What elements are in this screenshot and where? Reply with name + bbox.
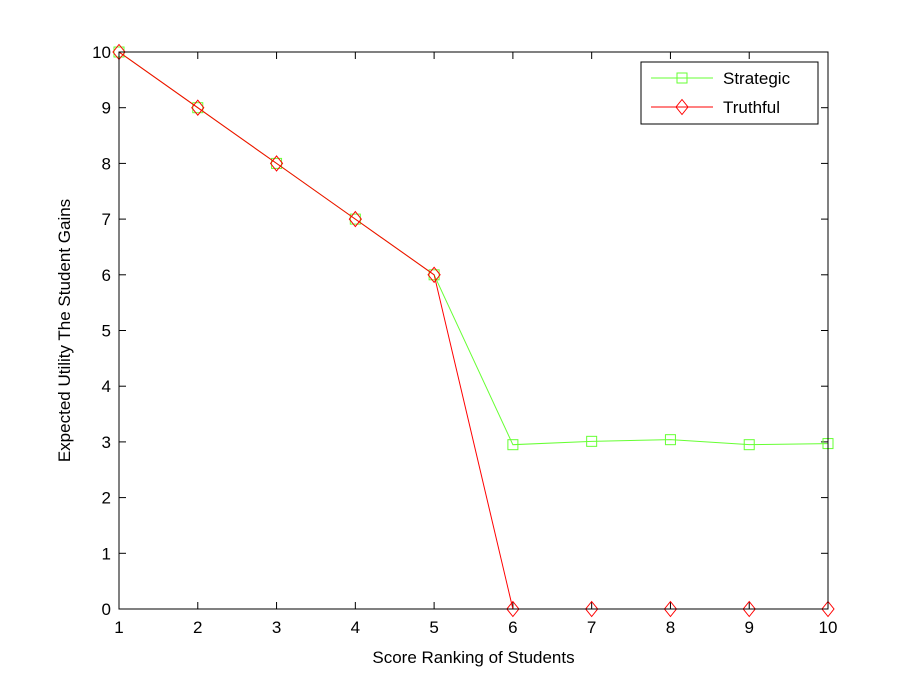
data-point-strategic	[586, 435, 598, 447]
y-tick-label: 5	[102, 322, 111, 341]
data-point-truthful	[427, 266, 441, 284]
y-tick-label: 3	[102, 433, 111, 452]
x-tick-label: 7	[587, 618, 596, 637]
legend-marker-shape-truthful	[675, 98, 689, 116]
y-tick-label: 7	[102, 210, 111, 229]
data-point-strategic	[271, 157, 283, 169]
data-point-truthful	[269, 155, 284, 172]
x-tick-label: 2	[193, 618, 202, 637]
tick-marks	[118, 51, 829, 610]
y-tick-label: 2	[102, 489, 111, 508]
y-tick-label: 0	[102, 600, 111, 619]
y-tick-label: 6	[102, 266, 111, 285]
data-point-truthful	[506, 600, 520, 618]
legend: Strategic Truthful	[640, 61, 819, 125]
x-tick-label: 3	[272, 618, 281, 637]
data-point-strategic	[349, 213, 361, 225]
data-point-strategic	[428, 269, 440, 281]
data-point-truthful	[348, 210, 362, 228]
y-tick-label: 10	[92, 43, 111, 62]
x-axis-label: Score Ranking of Students	[372, 648, 574, 667]
data-point-strategic	[664, 434, 676, 446]
legend-label-strategic: Strategic	[723, 69, 791, 88]
y-tick-label: 4	[102, 377, 111, 396]
legend-marker-strategic	[676, 72, 688, 84]
legend-item-strategic: Strategic	[651, 69, 791, 88]
series-truthful	[112, 43, 835, 618]
series-layer	[112, 43, 835, 618]
x-tick-label: 5	[429, 618, 438, 637]
data-point-strategic	[743, 439, 755, 451]
data-point-truthful	[742, 600, 756, 618]
x-tick-label: 8	[666, 618, 675, 637]
series-line-truthful	[118, 51, 828, 610]
y-tick-label: 1	[102, 544, 111, 563]
x-tick-label: 10	[819, 618, 838, 637]
y-axis-label: Expected Utility The Student Gains	[55, 199, 74, 462]
legend-marker-truthful	[675, 98, 689, 116]
x-tick-label: 6	[508, 618, 517, 637]
data-point-truthful	[191, 99, 205, 117]
y-tick-label: 8	[102, 154, 111, 173]
data-point-strategic	[507, 439, 519, 451]
legend-box	[640, 61, 819, 125]
legend-label-truthful: Truthful	[723, 98, 780, 117]
plot-frame	[118, 51, 829, 610]
legend-item-truthful: Truthful	[651, 98, 780, 117]
x-tick-label: 4	[351, 618, 360, 637]
data-point-truthful	[585, 600, 599, 618]
legend-marker-shape-strategic	[676, 72, 688, 84]
y-tick-label: 9	[102, 99, 111, 118]
data-point-strategic	[192, 102, 204, 114]
x-tick-label: 9	[744, 618, 753, 637]
data-point-truthful	[821, 600, 835, 618]
x-tick-label: 1	[114, 618, 123, 637]
data-point-truthful	[663, 600, 678, 618]
